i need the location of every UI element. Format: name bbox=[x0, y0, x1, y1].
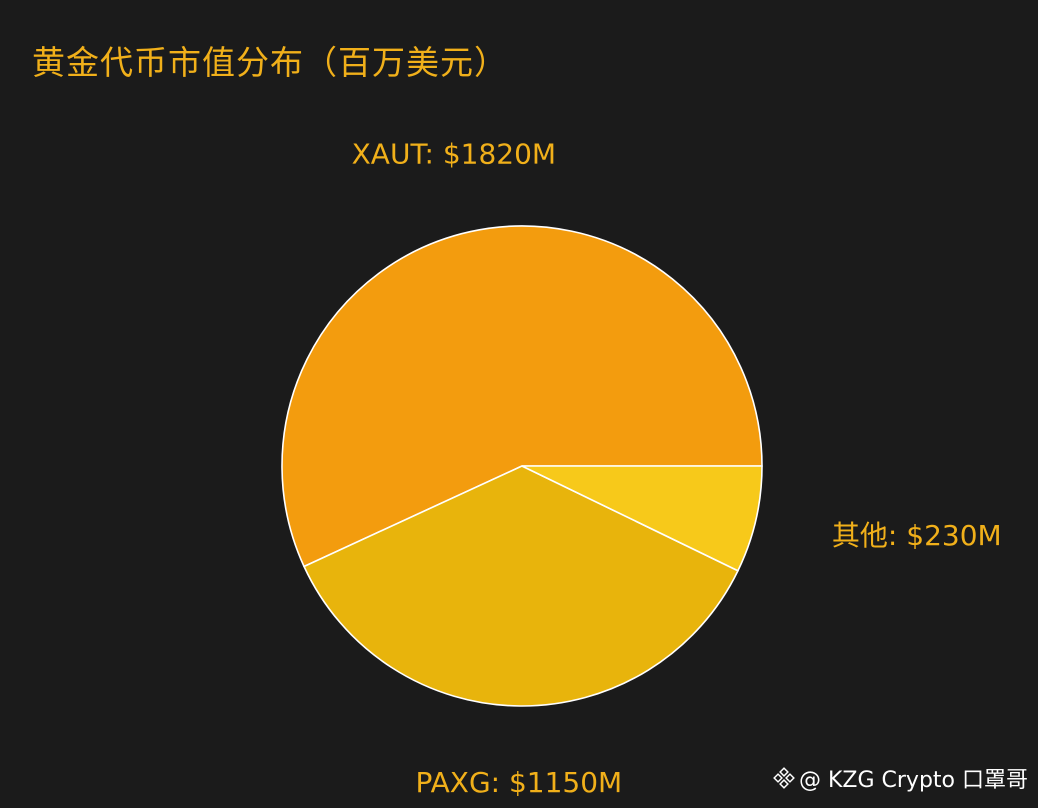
pie-slice-2 bbox=[521, 465, 763, 572]
binance-diamond-icon bbox=[773, 767, 795, 789]
pie-label-1: PAXG: $1150M bbox=[416, 766, 623, 799]
pie-labels: XAUT: $1820M PAXG: $1150M 其他: $230M bbox=[352, 137, 1002, 799]
pie-slices bbox=[281, 225, 763, 707]
watermark-text: @ KZG Crypto 口罩哥 bbox=[798, 768, 1028, 793]
pie-label-2: 其他: $230M bbox=[832, 519, 1002, 552]
pie-slice-0 bbox=[281, 225, 763, 568]
pie-slice-1 bbox=[303, 465, 739, 707]
watermark: @ KZG Crypto 口罩哥 bbox=[773, 762, 1028, 794]
chart-title: 黄金代币市值分布（百万美元） bbox=[32, 43, 508, 82]
pie-label-0: XAUT: $1820M bbox=[352, 137, 556, 170]
